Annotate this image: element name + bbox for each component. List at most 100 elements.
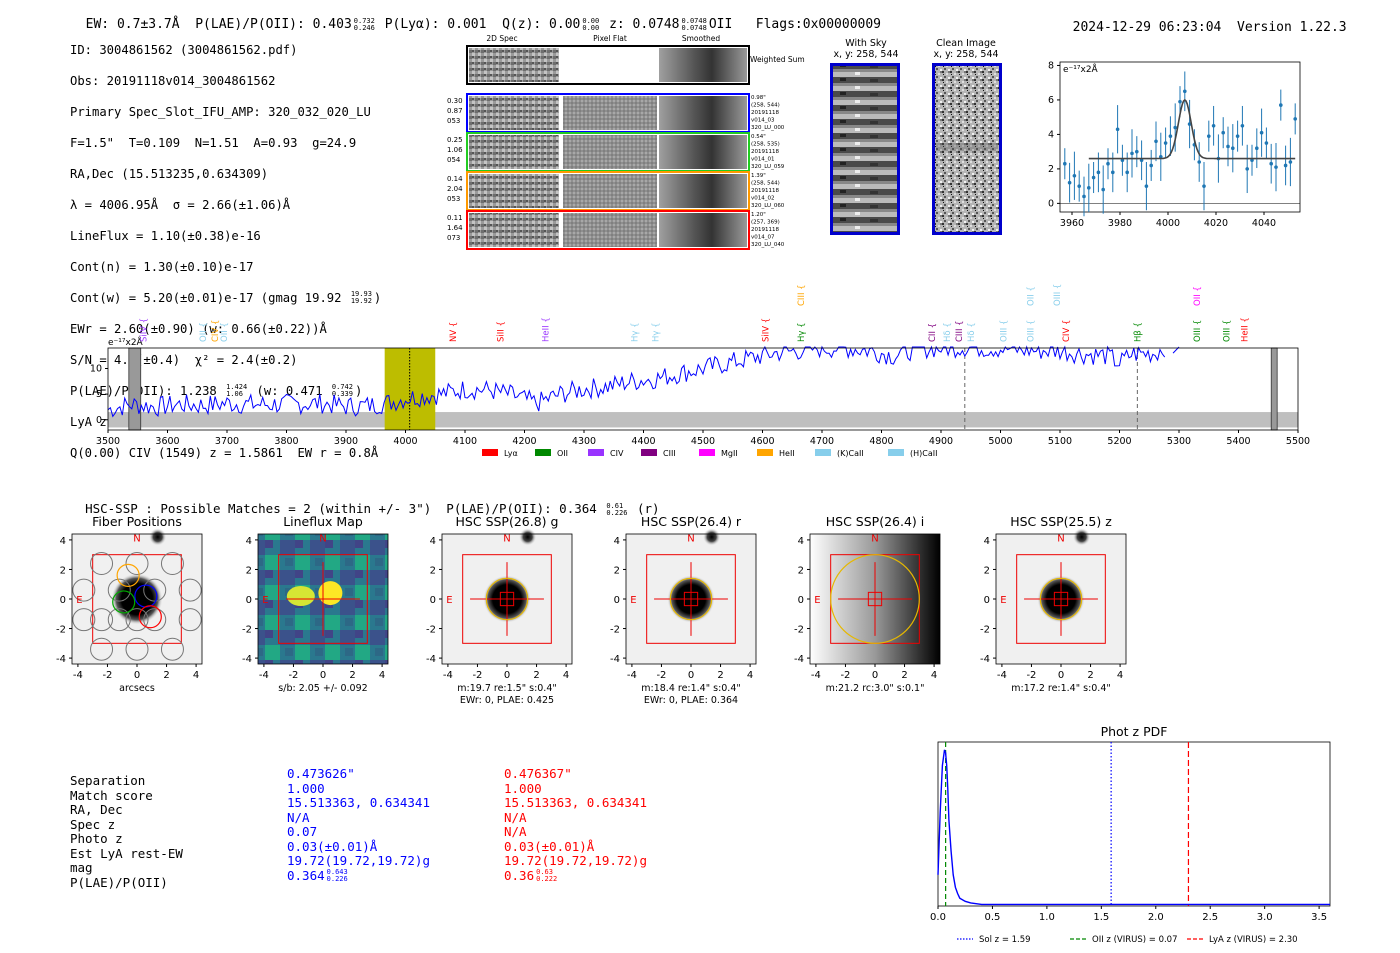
zoom-ytick-label: 8	[1048, 60, 1054, 71]
hsc-panel: HSC SSP(25.5) z N E -4 -4 -2 -2 0 0 2 2 4 4 m:17.2 re…	[980, 514, 1127, 694]
aperture-box	[1016, 554, 1106, 644]
cutout-2d	[469, 135, 559, 169]
cutout-right-value: 320_LU_040	[751, 242, 785, 248]
match-label: Separation	[70, 773, 146, 788]
cutout-2d	[469, 174, 559, 208]
cutout-left-value: 0.14	[447, 175, 463, 183]
hsc-xtick-label: 2	[717, 670, 723, 681]
hsc-panel-title: Lineflux Map	[283, 514, 363, 529]
aperture-ellipse	[1039, 577, 1083, 621]
hsc-ytick-label: 2	[614, 565, 620, 576]
hsc-caption: s/b: 2.05 +/- 0.092	[278, 683, 367, 694]
aperture-box	[646, 554, 736, 644]
zoom-point	[1235, 134, 1240, 138]
photz-xtick-label: 0.5	[984, 912, 1000, 923]
weighted-sum-text: Weighted Sum	[750, 55, 805, 64]
fiber-circle	[125, 608, 149, 632]
cutout-left-value: 1.06	[447, 146, 463, 154]
header-qz-lo: 0.00	[582, 23, 600, 32]
full-highlight-band	[384, 348, 436, 430]
full-xtick-label: 4100	[453, 436, 477, 447]
photz-chart: Phot z PDF 0.0 0.5 1.0 1.5 2.0 2.5 3.0 3.5 Sol z …	[930, 724, 1331, 945]
header-line: EW: 0.7±3.7Å P(LAE)/P(OII): 0.403 0.732 0.…	[70, 2, 881, 32]
header-flags: Flags:0x00000009	[755, 17, 882, 32]
emission-line-label: Hδ {	[943, 322, 953, 342]
info-fwhm: F=1.5" T=0.109 N=1.51 A=0.93 g=24.9	[70, 135, 357, 150]
cutout-right-value: (258, 544)	[751, 181, 780, 187]
full-xtick-label: 5000	[988, 436, 1012, 447]
col-pixel-flat: Pixel Flat	[593, 34, 627, 43]
hsc-panel-title: HSC SSP(25.5) z	[1010, 514, 1112, 529]
emission-line-label: CIV {	[1062, 320, 1072, 342]
hsc-ytick-label: -2	[610, 625, 620, 636]
info-plae-w-lo: 0.339	[331, 390, 353, 398]
hsc-panel-title: HSC SSP(26.8) g	[456, 514, 559, 529]
full-xtick-label: 4900	[929, 436, 953, 447]
photz-xtick-label: 2.0	[1148, 912, 1164, 923]
hsc-xtick-label: -2	[102, 670, 112, 681]
emission-line-label: Hβ {	[1133, 322, 1143, 342]
hsc-panels: Fiber Positions N E -4 -4 -2 -2 0 0 2 2 4 4 arcsecs Li…	[56, 514, 1127, 706]
cutout-right-value: 0.54"	[751, 134, 766, 140]
info-radec: RA,Dec (15.513235,0.634309)	[70, 166, 269, 181]
zoom-point	[1211, 123, 1216, 128]
full-xtick-label: 5200	[1107, 436, 1131, 447]
weighted-sum-label: Weighted Sum	[750, 55, 805, 64]
north-label: N	[871, 533, 878, 544]
hsc-xtick-label: -2	[656, 670, 666, 681]
hsc-caption: EWr: 0, PLAE: 0.364	[644, 695, 738, 706]
fiber-circle	[160, 552, 184, 576]
zoom-point	[1173, 125, 1177, 130]
legend-swatch	[699, 449, 715, 456]
cutout-right-value: 320_LU_059	[751, 164, 785, 170]
zoom-xtick-label: 4040	[1252, 218, 1276, 229]
match-value: 1.000	[287, 780, 325, 796]
hsc-xtick-label: -2	[1026, 670, 1036, 681]
match-value: 0.473626"	[287, 766, 355, 781]
zoom-point	[1115, 127, 1120, 132]
emission-line-label: Hγ {	[797, 322, 807, 342]
hsc-panel-title: Fiber Positions	[92, 514, 182, 529]
info-primary: Primary Spec_Slot_IFU_AMP: 320_032_020_L…	[70, 104, 371, 119]
center-box	[683, 591, 699, 607]
zoom-point	[1135, 149, 1139, 154]
sky-clean-images	[830, 63, 1002, 235]
match-value: 19.72(19.72,19.72)g	[504, 853, 647, 868]
cutout-flat	[563, 174, 657, 208]
full-xtick-label: 4000	[393, 436, 417, 447]
legend-label: HeII	[779, 449, 795, 458]
match-value: 0.36 0.63 0.222	[504, 867, 558, 883]
hsc-xtick-label: 0	[1058, 670, 1064, 681]
hsc-panel: Lineflux Map N E -4 -4 -2 -2 0 0 2 2 4 4 s/b: 2.05 +/…	[242, 514, 389, 694]
emission-line-label: NV {	[449, 322, 459, 342]
center-box	[1053, 591, 1069, 607]
hsc-title-text: HSC-SSP : Possible Matches = 2 (within +…	[85, 501, 597, 516]
hsc-xtick-label: 4	[1117, 670, 1123, 681]
cutout-left-value: 2.04	[447, 185, 463, 193]
match-value: 19.72(19.72,19.72)g	[287, 853, 430, 868]
cutout-smooth	[659, 135, 747, 169]
zoom-xtick-label: 4000	[1156, 218, 1180, 229]
hsc-ytick-label: -4	[426, 654, 436, 665]
center-box	[499, 591, 515, 607]
zoom-point	[1207, 134, 1211, 138]
zoom-point	[1226, 144, 1230, 149]
hsc-ytick-label: 0	[984, 595, 990, 606]
cutout-right-value: 20191118	[751, 149, 779, 155]
weighted-smooth	[659, 48, 747, 82]
hsc-panel: HSC SSP(26.4) r N E -4 -4 -2 -2 0 0 2 2 4 4 m:18.4 re…	[610, 514, 757, 706]
photz-axes	[937, 741, 1331, 907]
cutout-left-value: 1.64	[447, 224, 463, 232]
hsc-xtick-label: 0	[504, 670, 510, 681]
hsc-ytick-label: 4	[60, 536, 66, 547]
info-plae-w: (w: 0.471	[256, 383, 323, 398]
hsc-panel-title: HSC SSP(26.4) r	[641, 514, 742, 529]
hsc-caption: EWr: 0, PLAE: 0.425	[460, 695, 554, 706]
zoom-spectrum-chart: 3960 3980 4000 4020 4040 0 2 4 6 8 e⁻¹⁷x2Å	[1048, 60, 1301, 229]
hsc-ytick-label: 2	[798, 565, 804, 576]
legend-swatch	[757, 449, 773, 456]
hsc-xtick-label: 2	[1087, 670, 1093, 681]
withsky-header: With Sky x, y: 258, 544	[826, 38, 906, 60]
header-z-hi: 0.0748	[681, 16, 707, 25]
match-values-red: 0.476367" 1.000 15.513363, 0.634341 N/A N/A 0…	[504, 766, 647, 883]
